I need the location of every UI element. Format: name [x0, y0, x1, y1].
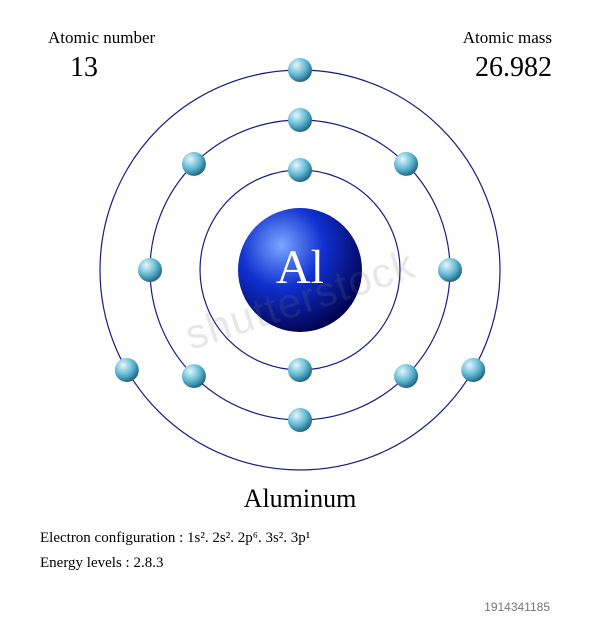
- electron: [394, 152, 418, 176]
- electron: [138, 258, 162, 282]
- electron: [394, 364, 418, 388]
- atomic-mass-label: Atomic mass: [463, 28, 552, 48]
- energy-levels-line: Energy levels : 2.8.3: [40, 555, 163, 572]
- electron: [288, 158, 312, 182]
- electron: [115, 358, 139, 382]
- element-name: Aluminum: [244, 484, 357, 514]
- nucleus-symbol: Al: [276, 241, 324, 294]
- atom-diagram: Al: [80, 50, 520, 490]
- electron: [288, 108, 312, 132]
- electron: [288, 408, 312, 432]
- electron: [182, 364, 206, 388]
- atomic-number-label: Atomic number: [48, 28, 155, 48]
- electron-config-label: Electron configuration :: [40, 530, 187, 546]
- electron-config-value: 1s². 2s². 2p⁶. 3s². 3p¹: [187, 530, 310, 546]
- energy-levels-label: Energy levels :: [40, 555, 133, 571]
- electron: [438, 258, 462, 282]
- stock-id: 1914341185: [484, 600, 550, 614]
- electron: [288, 58, 312, 82]
- electron: [461, 358, 485, 382]
- energy-levels-value: 2.8.3: [133, 555, 163, 571]
- electron: [182, 152, 206, 176]
- electron-config-line: Electron configuration : 1s². 2s². 2p⁶. …: [40, 530, 310, 547]
- electron: [288, 358, 312, 382]
